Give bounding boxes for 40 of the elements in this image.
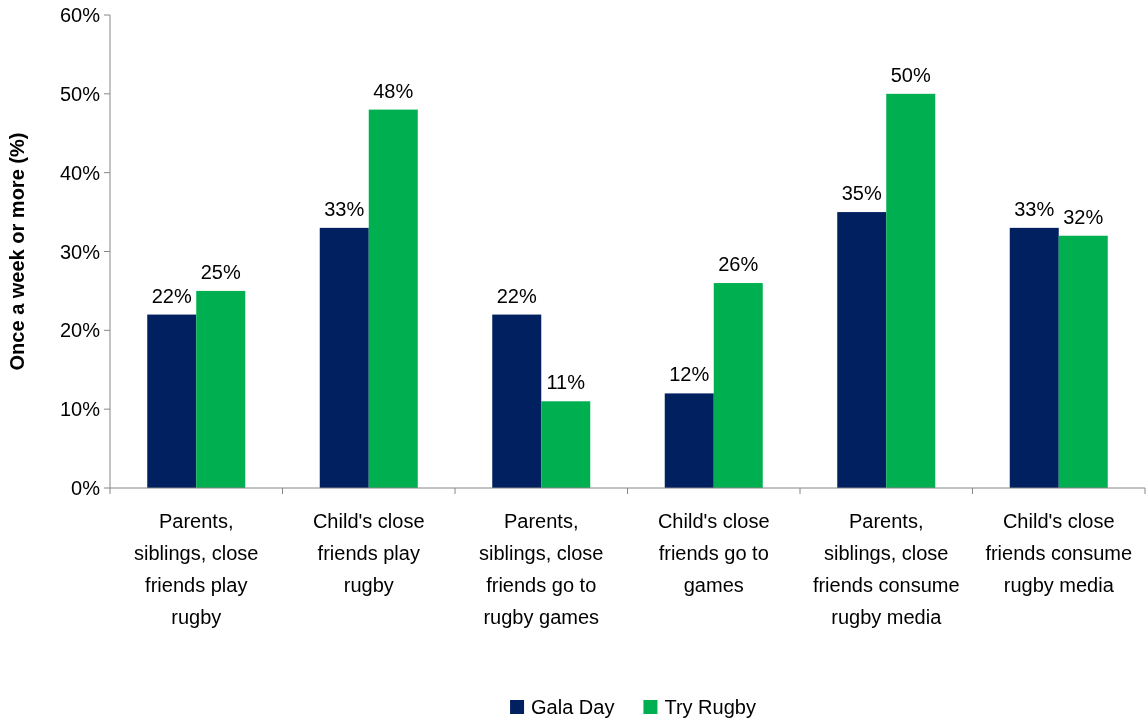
bar xyxy=(1009,227,1059,488)
data-label: 32% xyxy=(1063,205,1104,228)
y-axis-title: Once a week or more (%) xyxy=(6,132,28,371)
data-label: 26% xyxy=(718,253,759,276)
bar xyxy=(1058,235,1108,488)
x-tick-label: Parents, siblings, close friends consume rugby media xyxy=(812,510,960,628)
data-label: 25% xyxy=(200,260,241,283)
data-label: 48% xyxy=(373,79,414,102)
y-tick-label: 20% xyxy=(59,319,101,342)
bar xyxy=(492,314,542,488)
x-tick-label: Child's close friends go to games xyxy=(657,510,770,596)
x-tick-label: Child's close friends play rugby xyxy=(312,510,425,596)
y-tick-label: 0% xyxy=(71,477,101,499)
data-label: 33% xyxy=(324,197,365,220)
data-label: 12% xyxy=(669,363,710,386)
bar xyxy=(837,212,887,488)
data-label: 22% xyxy=(151,284,192,307)
x-tick-label: Parents, siblings, close friends play rugby xyxy=(133,510,259,628)
bar xyxy=(713,283,763,488)
x-tick-label: Child's close friends consume rugby media xyxy=(985,510,1133,596)
bar xyxy=(886,93,936,488)
data-label: 33% xyxy=(1014,197,1055,220)
y-tick-label: 30% xyxy=(59,240,101,263)
data-label: 35% xyxy=(841,182,882,205)
legend-label: Gala Day xyxy=(531,696,615,718)
y-tick-label: 60% xyxy=(59,4,101,26)
y-tick-label: 40% xyxy=(59,161,101,184)
y-tick-label: 10% xyxy=(59,398,101,421)
bar xyxy=(368,109,418,488)
legend-label: Try Rugby xyxy=(664,696,756,718)
x-tick-label: Parents, siblings, close friends go to rugby games xyxy=(478,510,604,628)
y-tick-label: 50% xyxy=(59,82,101,105)
data-label: 22% xyxy=(496,284,537,307)
data-label: 50% xyxy=(890,63,931,86)
bar xyxy=(664,393,714,488)
bar xyxy=(196,290,246,488)
bar xyxy=(147,314,197,488)
bar xyxy=(319,227,369,488)
bar xyxy=(541,401,591,488)
data-label: 11% xyxy=(546,371,586,394)
